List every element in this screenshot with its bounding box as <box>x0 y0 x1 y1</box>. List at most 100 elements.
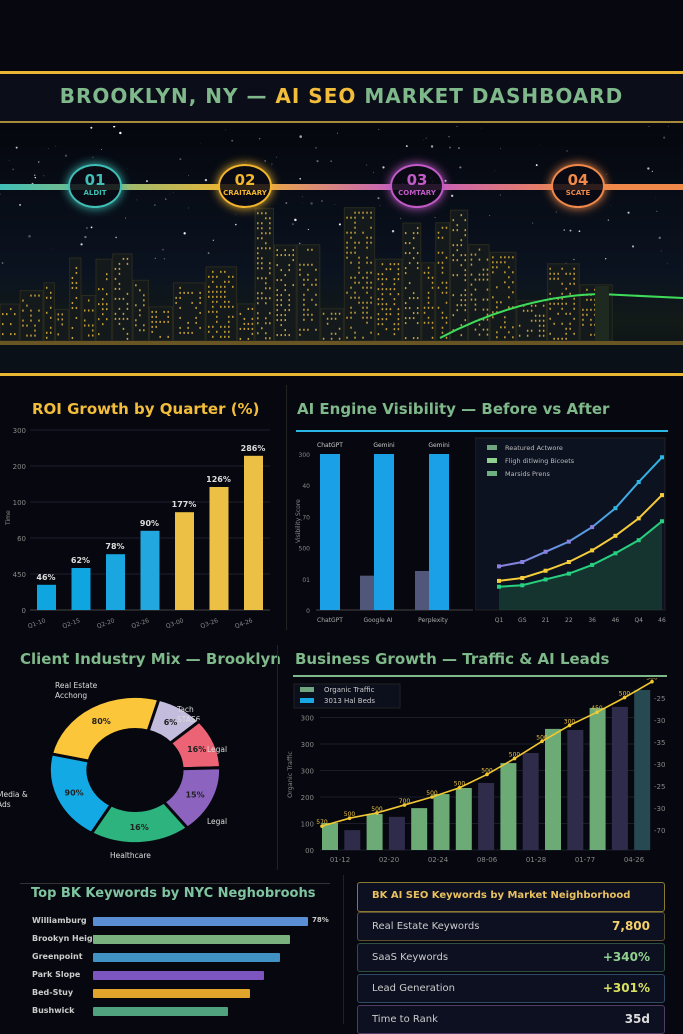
window-light <box>277 319 279 321</box>
star <box>12 168 14 170</box>
roi-bar <box>37 585 56 610</box>
window-light <box>471 254 473 256</box>
window-light <box>350 317 352 319</box>
star <box>115 131 116 132</box>
series-point <box>520 576 524 580</box>
window-light <box>106 303 108 305</box>
window-light <box>293 249 295 251</box>
window-light <box>457 259 459 261</box>
building <box>44 283 55 341</box>
window-light <box>311 249 313 251</box>
y-tick-label: 300 <box>301 768 314 776</box>
window-light <box>115 313 117 315</box>
window-light <box>269 232 271 234</box>
window-light <box>561 268 563 270</box>
window-light <box>244 318 246 320</box>
window-light <box>586 289 588 291</box>
traffic-bar <box>590 708 606 850</box>
window-light <box>346 337 348 339</box>
window-light <box>228 336 230 338</box>
window-light <box>261 237 263 239</box>
x-tick-label: 04-26 <box>624 856 645 864</box>
window-light <box>34 325 36 327</box>
legend-entry: Reatured Actwore <box>505 444 563 452</box>
window-light <box>386 308 388 310</box>
window-light <box>127 318 129 320</box>
window-light <box>335 333 337 335</box>
window-light <box>143 299 145 301</box>
star <box>28 235 31 238</box>
window-light <box>573 308 575 310</box>
window-light <box>315 329 317 331</box>
window-light <box>457 304 459 306</box>
traffic-bar <box>545 729 561 850</box>
window-light <box>119 308 121 310</box>
window-light <box>508 331 510 333</box>
star <box>608 219 609 220</box>
window-light <box>362 307 364 309</box>
window-light <box>346 242 348 244</box>
window-light <box>285 284 287 286</box>
window-light <box>500 326 502 328</box>
x-tick-label: 46 <box>658 617 666 624</box>
window-light <box>370 302 372 304</box>
window-light <box>358 267 360 269</box>
window-light <box>265 287 267 289</box>
window-light <box>265 217 267 219</box>
window-light <box>289 334 291 336</box>
star <box>91 227 93 229</box>
window-light <box>531 320 533 322</box>
window-light <box>224 296 226 298</box>
window-light <box>442 332 444 334</box>
window-light <box>405 322 407 324</box>
window-light <box>102 323 104 325</box>
x-tick-label: GS <box>518 617 527 624</box>
step-label: CRAITAARY <box>220 189 270 197</box>
star <box>540 145 541 146</box>
keyword-label: Greenpoint <box>32 952 83 961</box>
star <box>610 205 611 206</box>
window-light <box>508 296 510 298</box>
series-point <box>497 585 501 589</box>
window-light <box>366 317 368 319</box>
step-label: COMTARY <box>392 189 442 197</box>
window-light <box>465 304 467 306</box>
window-light <box>557 338 559 340</box>
window-light <box>10 333 12 335</box>
window-light <box>277 249 279 251</box>
window-light <box>475 299 477 301</box>
window-light <box>405 317 407 319</box>
window-light <box>315 294 317 296</box>
window-light <box>151 331 153 333</box>
window-light <box>30 310 32 312</box>
right-tick-label: -30 <box>654 805 665 813</box>
window-light <box>424 312 426 314</box>
window-light <box>370 297 372 299</box>
window-light <box>303 309 305 311</box>
window-light <box>465 274 467 276</box>
window-light <box>220 336 222 338</box>
window-light <box>438 307 440 309</box>
window-light <box>428 307 430 309</box>
window-light <box>354 242 356 244</box>
window-light <box>22 320 24 322</box>
window-light <box>362 312 364 314</box>
x-tick-label: 08-06 <box>477 856 498 864</box>
window-light <box>277 334 279 336</box>
window-light <box>240 328 242 330</box>
window-light <box>307 329 309 331</box>
window-light <box>199 292 201 294</box>
line-value-label: 500 <box>509 752 521 759</box>
window-light <box>500 261 502 263</box>
window-light <box>216 316 218 318</box>
window-light <box>409 307 411 309</box>
window-light <box>539 315 541 317</box>
window-light <box>417 227 419 229</box>
window-light <box>382 303 384 305</box>
window-light <box>457 244 459 246</box>
